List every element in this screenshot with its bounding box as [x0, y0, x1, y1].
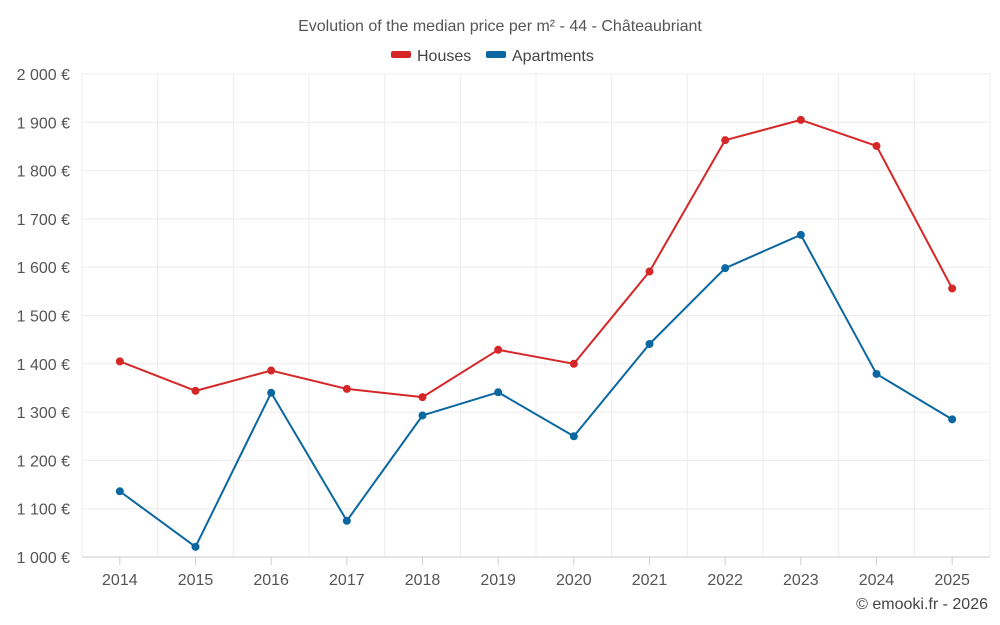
data-point-apartments[interactable]	[872, 369, 881, 378]
legend-item-houses[interactable]: Houses	[391, 48, 471, 65]
data-point-apartments[interactable]	[267, 388, 276, 397]
x-tick-label: 2016	[253, 572, 289, 589]
legend-label-houses: Houses	[417, 48, 471, 65]
x-tick-label: 2023	[783, 572, 819, 589]
x-tick-label: 2025	[934, 572, 970, 589]
x-tick-label: 2017	[329, 572, 365, 589]
data-point-houses[interactable]	[796, 115, 805, 124]
y-tick-label: 2 000 €	[17, 67, 70, 84]
credit-text: © emooki.fr - 2026	[856, 596, 988, 613]
legend-swatch-houses	[391, 51, 411, 58]
series-houses[interactable]	[115, 115, 957, 402]
grid	[81, 73, 991, 557]
series-line-houses[interactable]	[119, 118, 954, 399]
legend-label-apartments: Apartments	[512, 48, 594, 65]
data-point-houses[interactable]	[494, 345, 503, 354]
x-tick-label: 2019	[480, 572, 516, 589]
data-point-houses[interactable]	[872, 141, 881, 150]
x-tick-label: 2020	[556, 572, 592, 589]
y-tick-label: 1 100 €	[17, 502, 70, 519]
y-tick-label: 1 700 €	[17, 212, 70, 229]
data-point-apartments[interactable]	[645, 339, 654, 348]
y-tick-label: 1 800 €	[17, 164, 70, 181]
data-point-houses[interactable]	[115, 357, 124, 366]
data-point-apartments[interactable]	[721, 264, 730, 273]
series-apartments[interactable]	[115, 230, 957, 551]
data-point-apartments[interactable]	[342, 516, 351, 525]
series-layer	[115, 115, 957, 551]
x-tick-label: 2021	[632, 572, 668, 589]
data-point-houses[interactable]	[948, 284, 957, 293]
y-tick-label: 1 300 €	[17, 405, 70, 422]
chart-title: Evolution of the median price per m² - 4…	[298, 18, 702, 35]
y-tick-label: 1 500 €	[17, 309, 70, 326]
series-line-apartments[interactable]	[119, 233, 953, 548]
data-point-apartments[interactable]	[191, 542, 200, 551]
data-point-apartments[interactable]	[796, 230, 805, 239]
x-tick-label: 2018	[405, 572, 441, 589]
y-tick-label: 1 600 €	[17, 260, 70, 277]
data-point-apartments[interactable]	[418, 411, 427, 420]
y-tick-label: 1 200 €	[17, 453, 70, 470]
data-point-houses[interactable]	[645, 267, 654, 276]
data-point-houses[interactable]	[569, 359, 578, 368]
data-point-houses[interactable]	[721, 136, 730, 145]
legend-swatch-apartments	[486, 51, 506, 58]
legend[interactable]: Houses Apartments	[391, 48, 594, 65]
x-axis: 2014 2015 2016 2017 2018 2019 2020 2021 2022 2023…	[82, 556, 990, 589]
data-point-apartments[interactable]	[494, 388, 503, 397]
y-tick-label: 1 900 €	[17, 115, 70, 132]
data-point-houses[interactable]	[191, 386, 200, 395]
x-tick-label: 2022	[707, 572, 743, 589]
x-tick-label: 2024	[859, 572, 895, 589]
legend-item-apartments[interactable]: Apartments	[486, 48, 594, 65]
y-tick-label: 1 000 €	[17, 550, 70, 567]
data-point-houses[interactable]	[342, 384, 351, 393]
y-axis: 1 000 € 1 100 € 1 200 € 1 300 € 1 400 € 1 500…	[17, 67, 70, 567]
x-tick-label: 2014	[102, 572, 138, 589]
data-point-houses[interactable]	[418, 393, 427, 402]
x-tick-label: 2015	[178, 572, 214, 589]
data-point-houses[interactable]	[267, 366, 276, 375]
data-point-apartments[interactable]	[115, 487, 124, 496]
y-tick-label: 1 400 €	[17, 357, 70, 374]
data-point-apartments[interactable]	[948, 415, 957, 424]
data-point-apartments[interactable]	[569, 432, 578, 441]
